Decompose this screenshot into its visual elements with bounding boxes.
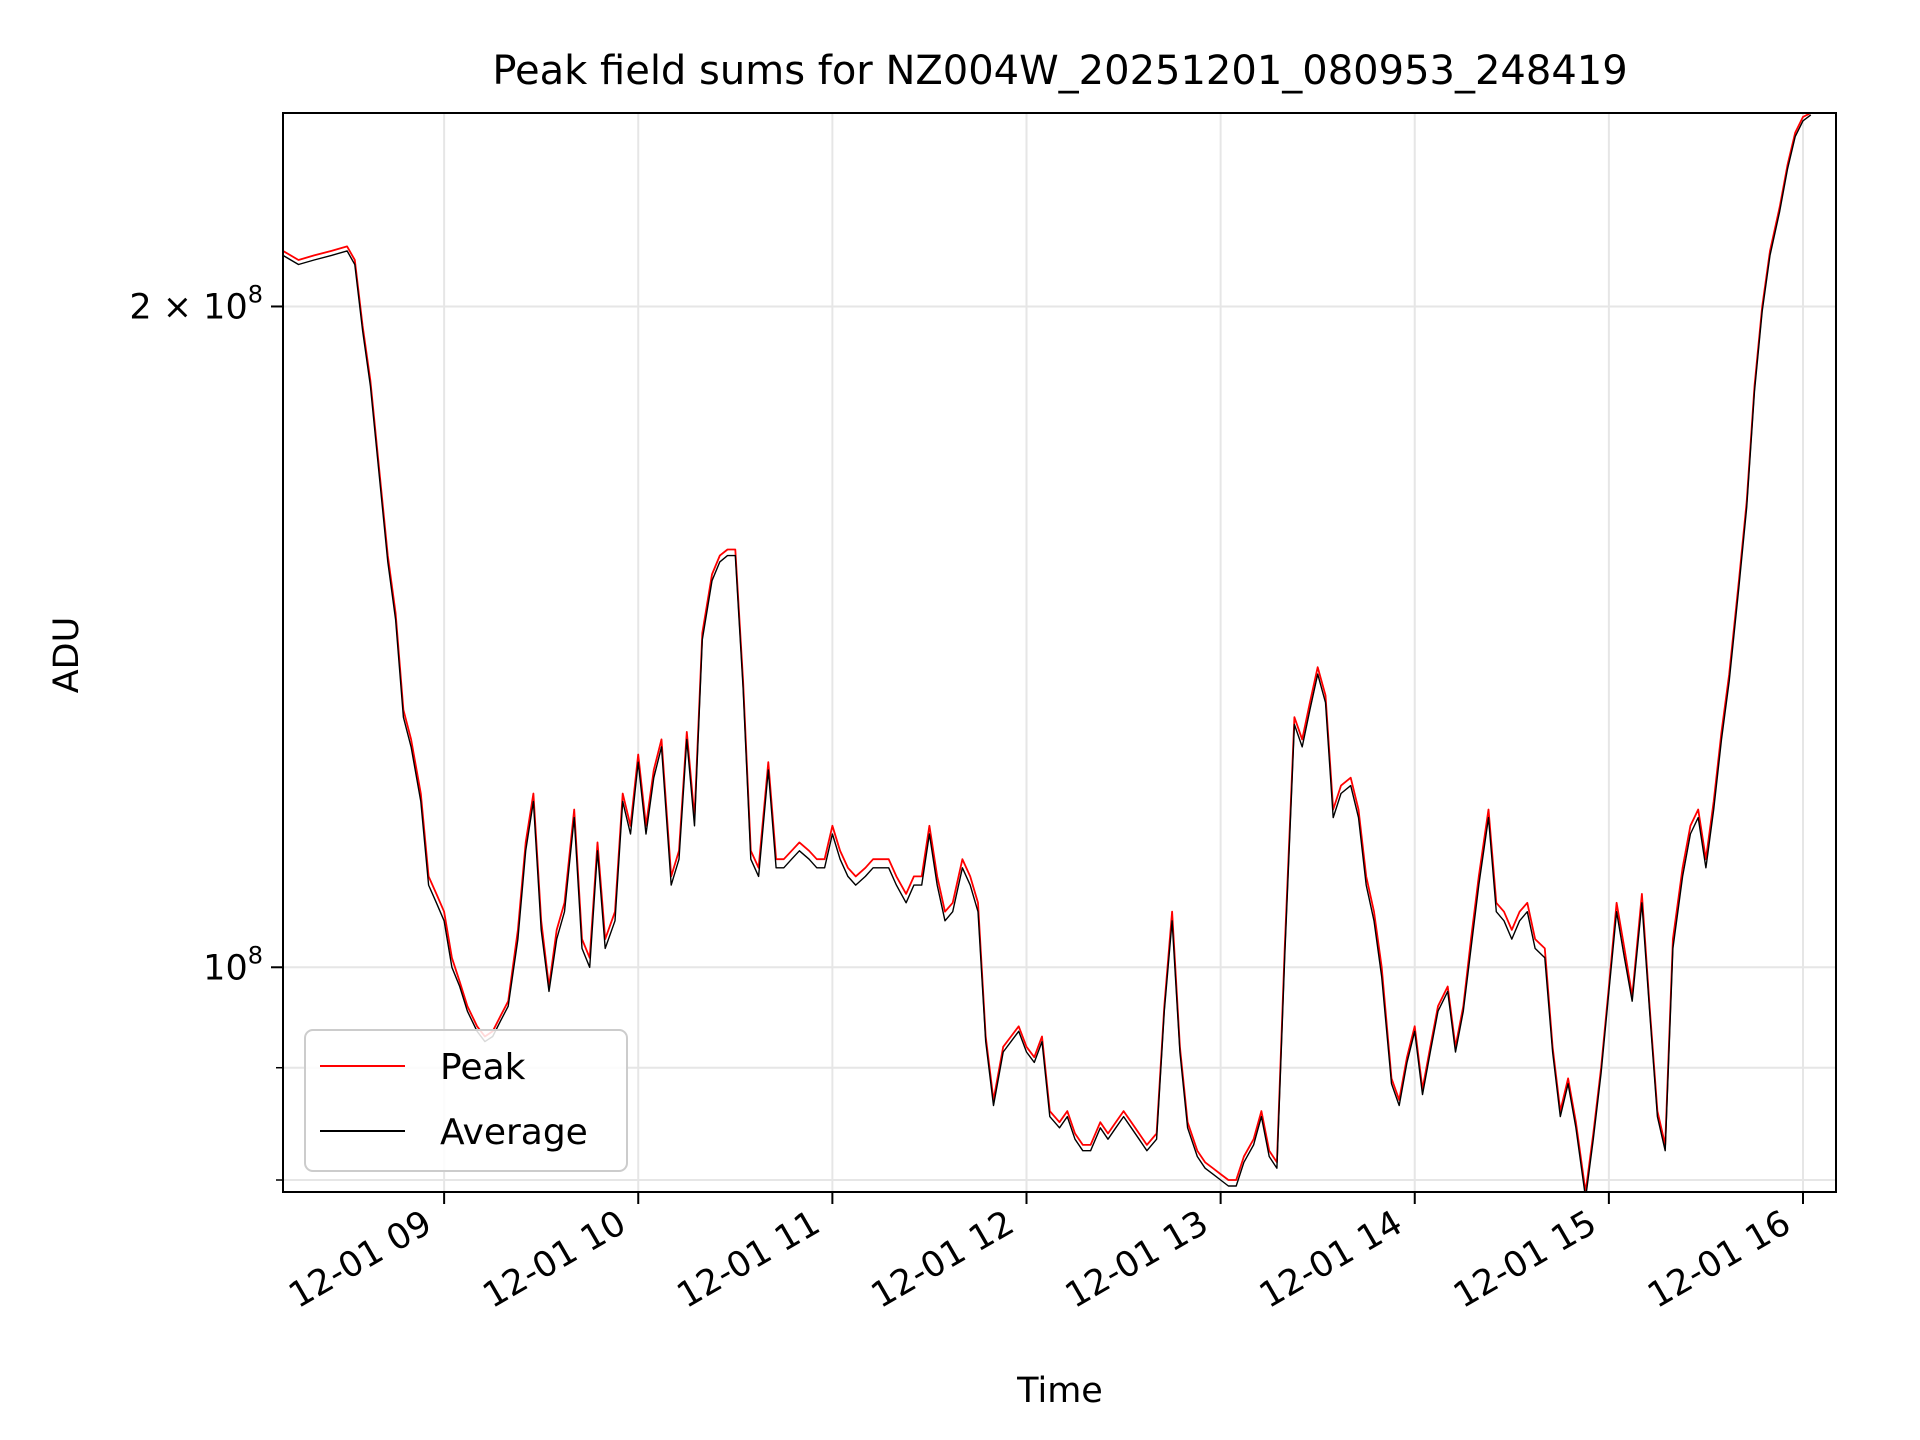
y-tick-label: 2 × 108 — [129, 280, 263, 327]
legend-average-label: Average — [440, 1112, 588, 1153]
chart-title: Peak field sums for NZ004W_20251201_0809… — [492, 48, 1627, 94]
series-group — [283, 113, 1812, 1192]
x-axis-label: Time — [1016, 1371, 1103, 1411]
y-axis: 108 2 × 108 — [129, 280, 283, 1181]
series-line-peak — [283, 113, 1812, 1192]
y-axis-label: ADU — [47, 617, 87, 694]
legend-peak-label: Peak — [440, 1047, 526, 1088]
plot-frame — [282, 112, 1837, 1193]
y-tick-label: 108 — [203, 941, 263, 988]
grid — [283, 113, 1836, 1192]
series-line-average — [283, 114, 1812, 1192]
legend: Peak Average — [304, 1029, 628, 1172]
